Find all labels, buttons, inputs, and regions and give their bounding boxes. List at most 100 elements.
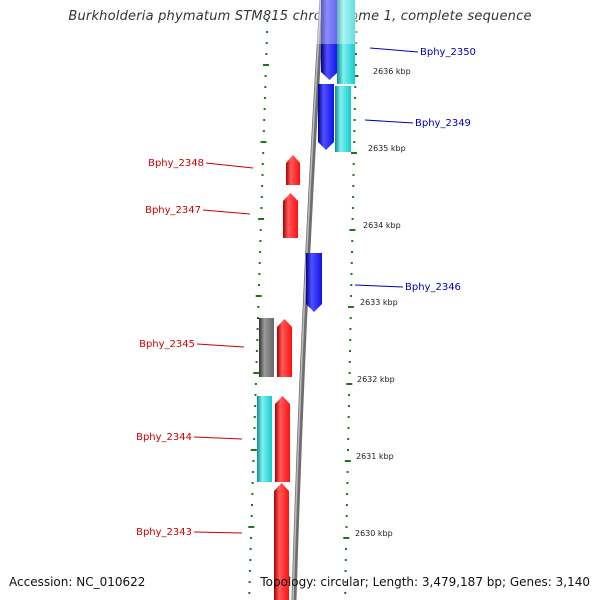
right-tick	[354, 97, 357, 99]
right-tick	[351, 240, 354, 242]
gene-label-left: Bphy_2348	[148, 158, 204, 169]
right-tick	[351, 218, 354, 220]
left-tick	[254, 394, 257, 396]
left-tick	[262, 130, 265, 132]
scale-label: 2633 kbp	[360, 298, 398, 307]
chromosome-backbone	[291, 0, 325, 600]
right-tick	[348, 361, 351, 363]
left-tick	[258, 273, 261, 275]
gene-label-left: Bphy_2347	[145, 205, 201, 216]
left-tick	[252, 460, 255, 462]
left-tick	[250, 515, 253, 517]
right-tick	[348, 372, 351, 374]
right-tick	[352, 174, 355, 176]
gene-label-leader-left	[193, 531, 243, 534]
right-tick	[347, 438, 350, 440]
right-tick	[350, 295, 353, 297]
left-tick	[255, 295, 262, 297]
right-tick	[346, 383, 353, 385]
gene-label-left: Bphy_2345	[139, 339, 195, 350]
right-tick	[346, 493, 349, 495]
gene-bphy-2349-block	[318, 84, 334, 150]
scale-label: 2634 kbp	[363, 221, 401, 230]
feature-cyan-bottom-block	[257, 396, 272, 482]
right-tick	[351, 251, 353, 253]
right-tick	[345, 526, 348, 528]
right-tick	[352, 185, 355, 187]
right-tick	[350, 273, 353, 275]
gene-bphy-2345-block	[277, 319, 292, 377]
left-tick	[253, 438, 256, 440]
right-tick	[352, 196, 355, 198]
right-tick	[355, 20, 358, 22]
left-tick	[256, 328, 259, 330]
feature-cyan-upper-block	[337, 0, 355, 84]
left-tick	[258, 262, 261, 264]
left-tick	[255, 350, 258, 352]
left-tick	[257, 306, 260, 308]
right-tick	[347, 405, 350, 407]
left-tick	[255, 361, 258, 363]
scale-label: 2632 kbp	[357, 375, 395, 384]
left-tick	[251, 504, 253, 506]
gene-bphy-2346-block	[306, 253, 322, 312]
gene-label-right: Bphy_2346	[405, 282, 461, 293]
left-tick	[259, 229, 262, 231]
left-tick	[266, 31, 268, 33]
left-tick	[263, 97, 266, 99]
right-tick	[346, 482, 349, 484]
left-tick	[251, 493, 254, 495]
right-tick	[353, 108, 356, 110]
gene-label-leader-left	[202, 209, 251, 215]
right-tick	[350, 284, 353, 286]
left-tick	[248, 592, 251, 594]
right-tick	[354, 64, 357, 66]
gene-label-right: Bphy_2349	[415, 118, 471, 129]
gene-bphy-2343-block	[274, 483, 289, 600]
left-tick	[264, 75, 267, 77]
scale-label: 2635 kbp	[368, 144, 406, 153]
left-tick	[266, 20, 269, 22]
right-tick	[350, 262, 353, 264]
left-tick	[257, 317, 259, 319]
gene-label-leader-right	[354, 284, 404, 288]
topology-text: Topology: circular; Length: 3,479,187 bp…	[260, 575, 590, 589]
left-tick	[249, 559, 252, 561]
left-tick	[258, 218, 265, 220]
right-tick	[347, 427, 350, 429]
right-tick	[343, 537, 350, 539]
left-tick	[260, 141, 267, 143]
scale-label: 2630 kbp	[355, 529, 393, 538]
left-tick	[253, 372, 260, 374]
left-tick	[260, 207, 263, 209]
right-tick	[355, 42, 358, 44]
left-tick	[261, 174, 264, 176]
right-tick	[345, 548, 347, 550]
left-tick	[251, 482, 254, 484]
right-tick	[348, 394, 351, 396]
gene-label-leader-right	[369, 47, 419, 53]
gene-label-left: Bphy_2344	[136, 432, 192, 443]
left-tick	[261, 185, 264, 187]
right-tick	[344, 460, 351, 462]
left-tick	[248, 526, 255, 528]
left-tick	[248, 570, 251, 572]
pseudo-feature-block	[259, 318, 274, 377]
gene-label-leader-left	[193, 436, 243, 440]
left-tick	[258, 284, 260, 286]
left-tick	[250, 449, 257, 451]
right-tick	[344, 592, 347, 594]
gene-bphy-2348-block	[286, 155, 300, 185]
right-tick	[355, 31, 358, 33]
left-tick	[260, 196, 263, 198]
right-tick	[354, 53, 357, 55]
scale-label: 2636 kbp	[373, 67, 411, 76]
left-tick	[254, 383, 257, 385]
left-tick	[253, 416, 256, 418]
right-tick	[344, 570, 347, 572]
left-tick	[262, 152, 265, 154]
left-tick	[265, 53, 268, 55]
gene-label-leader-left	[205, 162, 254, 169]
page-title: Burkholderia phymatum STM815 chromosome …	[68, 9, 532, 24]
